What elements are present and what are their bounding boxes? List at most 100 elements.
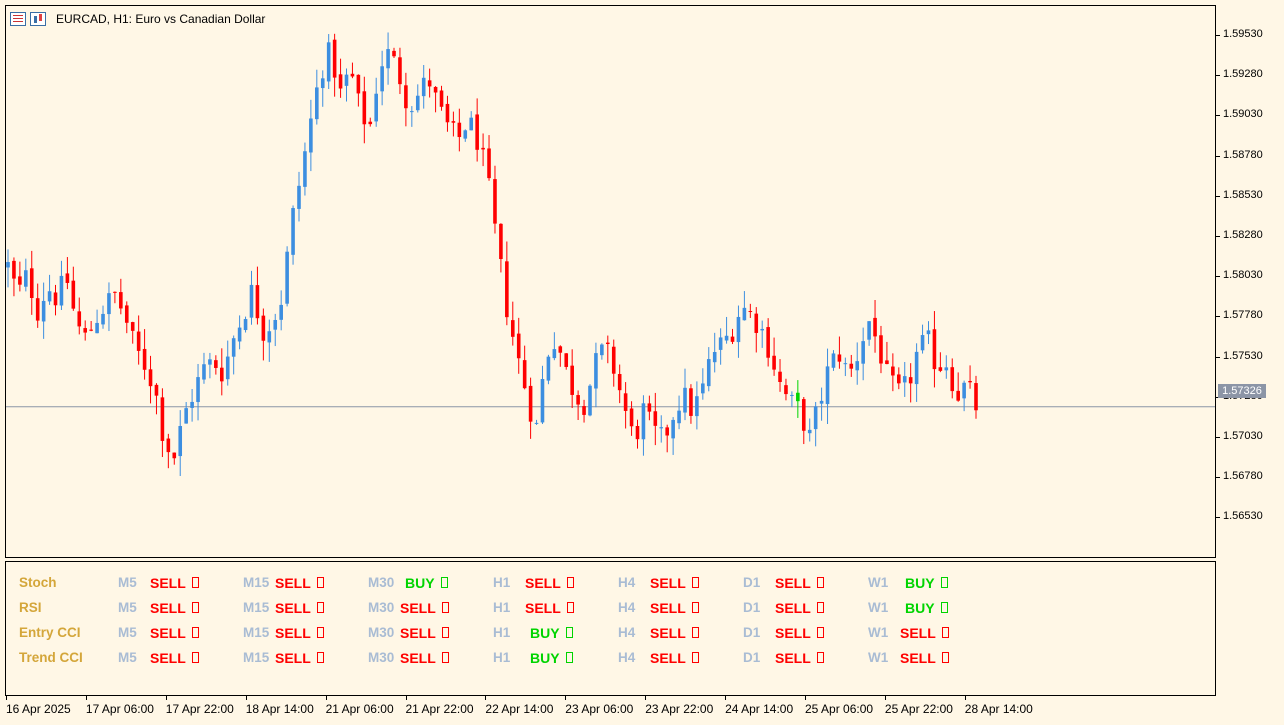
- candle-body: [837, 354, 842, 362]
- chart-bars-icon[interactable]: [30, 12, 46, 26]
- candle-body: [635, 425, 640, 440]
- price-tick-label: 1.59280: [1223, 68, 1263, 81]
- indicator-name: Entry CCI: [19, 625, 81, 640]
- candle-body: [178, 425, 183, 457]
- timeframe-label: H1: [493, 650, 511, 665]
- signal-box-icon: [566, 577, 574, 588]
- candle-body: [885, 360, 889, 365]
- candle-body: [683, 387, 687, 413]
- signal-text: SELL: [900, 625, 936, 641]
- time-tick-label: 18 Apr 14:00: [245, 702, 314, 716]
- time-tick: [964, 696, 966, 700]
- signal-text: SELL: [150, 625, 186, 641]
- candle-body: [801, 399, 806, 431]
- indicator-name: Trend CCI: [19, 650, 83, 665]
- timeframe-label: D1: [743, 625, 761, 640]
- candle-body: [332, 39, 337, 78]
- signal-box-icon: [941, 627, 949, 638]
- time-tick: [565, 696, 567, 700]
- price-tick: [1216, 517, 1220, 519]
- time-tick: [725, 696, 727, 700]
- time-tick-label: 16 Apr 2025: [6, 702, 71, 716]
- signal-sell: SELL: [400, 625, 449, 641]
- candle-body: [730, 336, 735, 342]
- candle-body: [778, 371, 782, 382]
- candle-body: [71, 280, 76, 309]
- candle-body: [225, 356, 230, 380]
- candle-body: [659, 427, 664, 429]
- price-tick-label: 1.57530: [1223, 349, 1263, 362]
- candle-body: [974, 383, 978, 411]
- price-tick: [1216, 276, 1220, 278]
- signal-text: SELL: [650, 575, 686, 591]
- candle-body: [297, 185, 301, 209]
- candle-body: [113, 291, 117, 293]
- timeframe-label: H4: [618, 650, 636, 665]
- list-icon[interactable]: [10, 12, 26, 26]
- price-tick-label: 1.58030: [1223, 269, 1263, 282]
- candle-body: [148, 369, 153, 387]
- candle-body: [427, 80, 432, 87]
- timeframe-label: M5: [118, 650, 137, 665]
- time-tick-label: 17 Apr 22:00: [165, 702, 234, 716]
- time-tick-label: 21 Apr 06:00: [325, 702, 394, 716]
- candle-body: [433, 86, 438, 93]
- candle-body: [439, 90, 444, 107]
- signal-box-icon: [316, 602, 324, 613]
- time-tick: [805, 696, 806, 700]
- signal-box-icon: [816, 627, 824, 638]
- signal-text: SELL: [275, 650, 311, 666]
- candle-body: [968, 380, 972, 383]
- candle-body: [962, 382, 966, 399]
- time-tick: [165, 696, 167, 700]
- candle-body: [742, 307, 747, 321]
- candle-body: [415, 95, 420, 111]
- candle-body: [457, 122, 462, 138]
- price-tick-label: 1.58530: [1223, 188, 1263, 201]
- candle-body: [813, 406, 818, 430]
- candle-body: [160, 397, 165, 441]
- signal-box-icon: [565, 652, 573, 663]
- signal-text: SELL: [525, 600, 561, 616]
- price-tick-label: 1.56780: [1223, 470, 1263, 483]
- candle-body: [380, 66, 384, 92]
- candle-body: [552, 349, 557, 359]
- candle-body: [718, 337, 723, 350]
- candle-body: [671, 419, 675, 439]
- signal-box-icon: [816, 652, 824, 663]
- timeframe-label: H1: [493, 600, 511, 615]
- timeframe-label: H1: [493, 625, 511, 640]
- signal-buy: BUY: [905, 575, 948, 591]
- candle-body: [790, 394, 794, 396]
- candle-body: [861, 341, 865, 364]
- candle-body: [510, 320, 515, 337]
- time-tick-label: 24 Apr 14:00: [725, 702, 794, 716]
- timeframe-label: D1: [743, 575, 761, 590]
- candle-body: [807, 429, 812, 434]
- signal-sell: SELL: [275, 600, 324, 616]
- candle-body: [594, 353, 598, 389]
- signal-box-icon: [191, 627, 199, 638]
- signal-sell: SELL: [275, 575, 324, 591]
- candle-body: [350, 73, 355, 77]
- candle-body: [291, 208, 295, 255]
- candle-body: [421, 77, 426, 97]
- indicator-row-stoch: Stoch M5 SELL M15 SELL M30 BUY H1 SELL H4 SELL D1 SE…: [0, 575, 1284, 597]
- timeframe-label: W1: [868, 650, 889, 665]
- signal-text: SELL: [775, 650, 811, 666]
- candle-body: [243, 319, 248, 331]
- price-chart[interactable]: [5, 5, 1216, 558]
- candle-body: [469, 117, 474, 131]
- candle-body: [6, 262, 10, 268]
- candle-body: [784, 385, 788, 395]
- signal-sell: SELL: [900, 650, 949, 666]
- signal-text: SELL: [275, 600, 311, 616]
- signal-box-icon: [316, 627, 324, 638]
- signal-box-icon: [441, 627, 449, 638]
- candle-body: [119, 292, 123, 309]
- timeframe-label: M30: [368, 650, 395, 665]
- signal-text: SELL: [650, 625, 686, 641]
- indicator-name: Stoch: [19, 575, 57, 590]
- time-tick: [405, 696, 407, 700]
